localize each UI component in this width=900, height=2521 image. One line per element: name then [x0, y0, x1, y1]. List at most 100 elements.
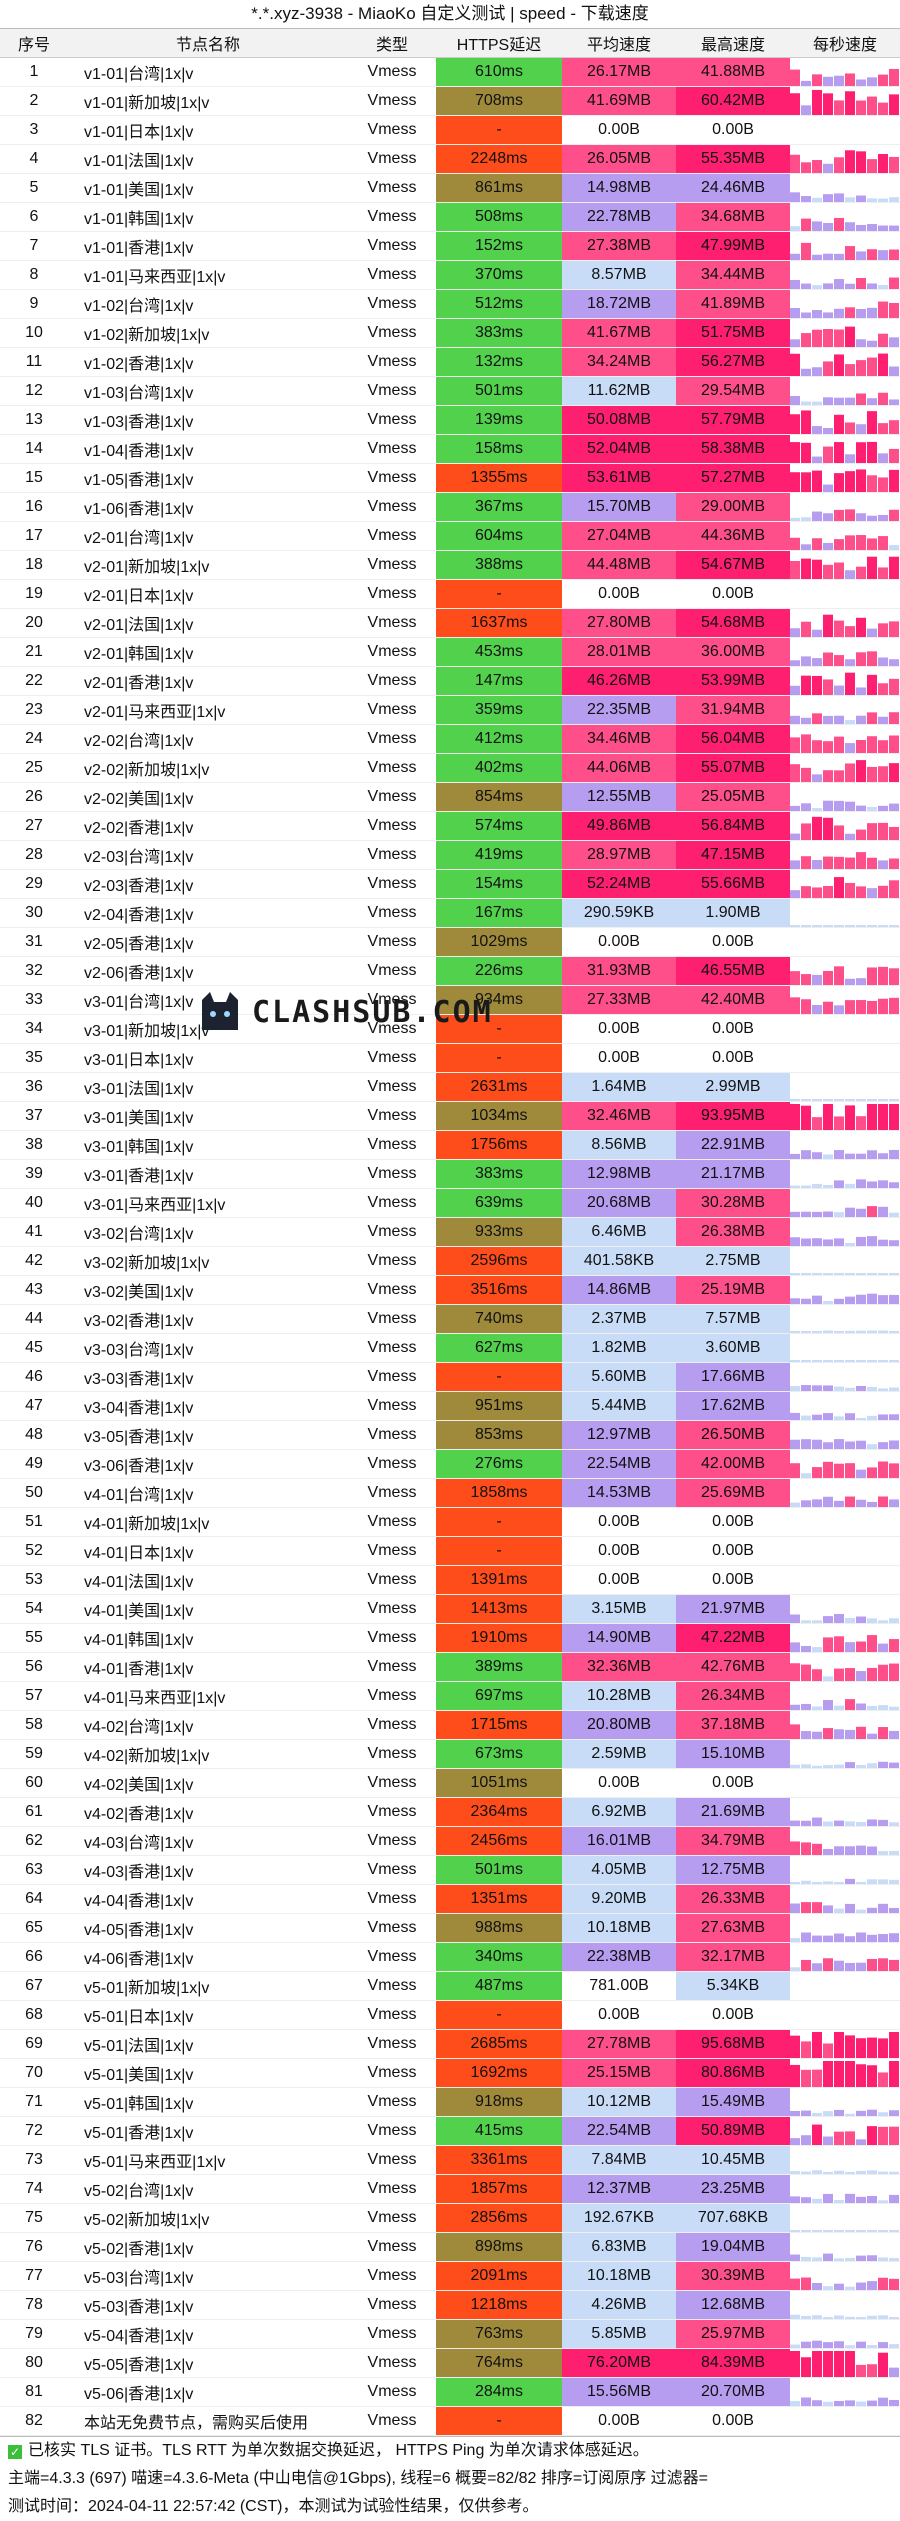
sparkline-bar — [812, 1099, 822, 1101]
sparkline-bar — [801, 1185, 811, 1188]
sparkline-bar — [823, 1848, 833, 1855]
cell-index: 27 — [0, 811, 68, 841]
sparkline-bar — [823, 93, 833, 115]
cell-latency: 158ms — [436, 434, 562, 464]
cell-sparkline — [790, 376, 900, 406]
cell-sparkline — [790, 2290, 900, 2320]
sparkline-bar — [889, 2344, 899, 2348]
cell-index: 82 — [0, 2406, 68, 2436]
sparkline-bar — [856, 617, 866, 637]
cell-sparkline — [790, 86, 900, 116]
sparkline-bar — [889, 1240, 899, 1246]
cell-max-speed: 47.22MB — [676, 1623, 790, 1653]
cell-latency: 501ms — [436, 376, 562, 406]
sparkline-bar — [834, 442, 844, 463]
cell-avg-speed: 31.93MB — [562, 956, 676, 986]
col-index: 序号 — [0, 29, 68, 58]
cell-latency: 861ms — [436, 173, 562, 203]
sparkline-bar — [801, 1664, 811, 1681]
sparkline-bar — [867, 2170, 877, 2174]
sparkline-chart — [790, 2407, 900, 2435]
sparkline-bar — [856, 2317, 866, 2319]
sparkline-bar — [812, 1152, 822, 1159]
cell-node-name: v2-03|香港|1x|v — [68, 869, 348, 899]
sparkline-bar — [878, 1903, 888, 1913]
sparkline-bar — [845, 307, 855, 318]
sparkline-bar — [878, 102, 888, 115]
sparkline-bar — [889, 1639, 899, 1652]
sparkline-bar — [823, 2286, 833, 2290]
cell-latency: 740ms — [436, 1304, 562, 1334]
sparkline-bar — [790, 1502, 800, 1507]
cell-latency: 673ms — [436, 1739, 562, 1769]
table-row: 38 v3-01|韩国|1x|v Vmess 1756ms 8.56MB 22.91MB — [0, 1130, 900, 1160]
cell-sparkline — [790, 1101, 900, 1131]
sparkline-bar — [889, 997, 899, 1014]
sparkline-chart — [790, 1149, 899, 1159]
cell-node-name: v1-03|香港|1x|v — [68, 405, 348, 435]
cell-index: 23 — [0, 695, 68, 725]
sparkline-chart — [790, 1385, 899, 1391]
sparkline-bar — [834, 1150, 844, 1159]
sparkline-bar — [801, 1439, 811, 1449]
sparkline-bar — [856, 360, 866, 376]
sparkline-bar — [867, 1104, 877, 1130]
table-row: 54 v4-01|美国|1x|v Vmess 1413ms 3.15MB 21.97MB — [0, 1594, 900, 1624]
cell-type: Vmess — [348, 1478, 436, 1508]
cell-index: 42 — [0, 1246, 68, 1276]
table-row: 36 v3-01|法国|1x|v Vmess 2631ms 1.64MB 2.99MB — [0, 1072, 900, 1102]
sparkline-bar — [867, 441, 877, 463]
cell-latency: 1715ms — [436, 1710, 562, 1740]
cell-latency: 1857ms — [436, 2174, 562, 2204]
sparkline-bar — [823, 970, 833, 985]
cell-max-speed: 0.00B — [676, 115, 790, 145]
sparkline-bar — [867, 198, 877, 202]
cell-type: Vmess — [348, 1681, 436, 1711]
sparkline-bar — [867, 515, 877, 521]
cell-max-speed: 30.28MB — [676, 1188, 790, 1218]
sparkline-bar — [867, 1733, 877, 1739]
sparkline-bar — [867, 1099, 877, 1101]
cell-max-speed: 80.86MB — [676, 2058, 790, 2088]
sparkline-chart — [790, 1273, 899, 1275]
cell-sparkline — [790, 1913, 900, 1943]
sparkline-bar — [889, 366, 899, 376]
table-row: 39 v3-01|香港|1x|v Vmess 383ms 12.98MB 21.17MB — [0, 1159, 900, 1189]
cell-sparkline — [790, 1768, 900, 1798]
sparkline-bar — [823, 770, 833, 782]
sparkline-bar — [878, 1442, 888, 1449]
sparkline-bar — [801, 1764, 811, 1768]
cell-sparkline — [790, 1159, 900, 1189]
cell-sparkline — [790, 2261, 900, 2291]
sparkline-bar — [845, 743, 855, 753]
cell-node-name: v1-06|香港|1x|v — [68, 492, 348, 522]
sparkline-chart — [790, 1932, 899, 1942]
sparkline-bar — [889, 1182, 899, 1188]
cell-sparkline — [790, 927, 900, 957]
cell-type: Vmess — [348, 202, 436, 232]
cell-type: Vmess — [348, 2406, 436, 2436]
cell-max-speed: 17.62MB — [676, 1391, 790, 1421]
sparkline-bar — [834, 2400, 844, 2406]
sparkline-bar — [812, 1439, 822, 1449]
sparkline-chart — [790, 1104, 899, 1130]
sparkline-bar — [845, 1243, 855, 1246]
cell-max-speed: 19.04MB — [676, 2232, 790, 2262]
sparkline-bar — [834, 2341, 844, 2348]
cell-sparkline — [790, 550, 900, 580]
cell-avg-speed: 34.24MB — [562, 347, 676, 377]
sparkline-bar — [790, 414, 800, 434]
cell-node-name: v1-01|新加坡|1x|v — [68, 86, 348, 116]
cell-node-name: v5-01|日本|1x|v — [68, 2000, 348, 2030]
sparkline-bar — [856, 1641, 866, 1652]
sparkline-bar — [856, 1236, 866, 1246]
cell-latency: 934ms — [436, 985, 562, 1015]
sparkline-bar — [845, 1441, 855, 1449]
cell-latency: 1218ms — [436, 2290, 562, 2320]
sparkline-bar — [801, 105, 811, 115]
cell-avg-speed: 0.00B — [562, 2406, 676, 2436]
sparkline-bar — [878, 2342, 888, 2348]
table-row: 42 v3-02|新加坡|1x|v Vmess 2596ms 401.58KB 2.75M… — [0, 1246, 900, 1276]
cell-latency: - — [436, 1507, 562, 1537]
sparkline-bar — [834, 1238, 844, 1246]
